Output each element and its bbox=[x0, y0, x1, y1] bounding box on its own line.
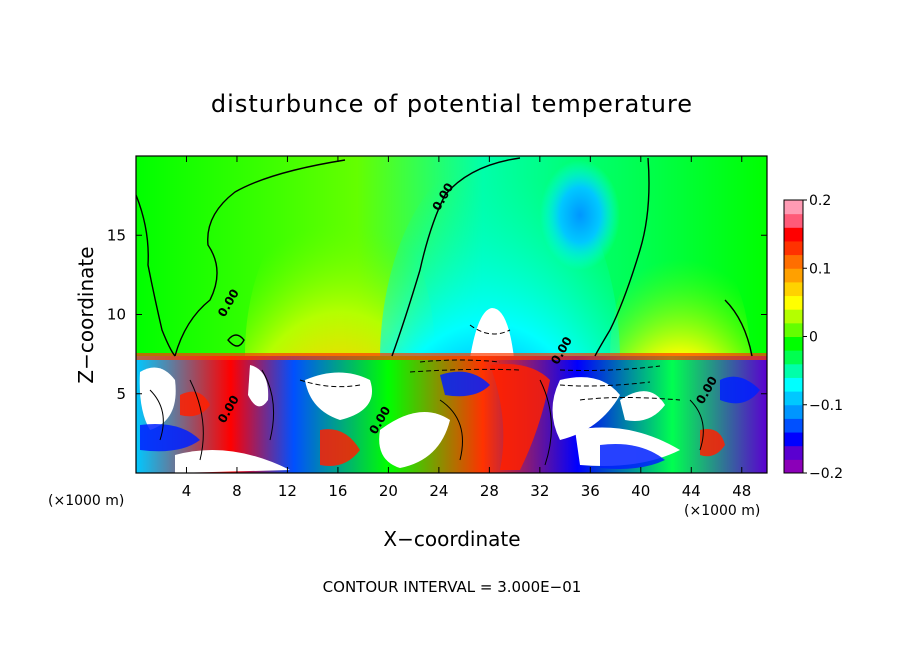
y-tick-label: 5 bbox=[116, 385, 126, 403]
x-tick-label: 40 bbox=[631, 482, 650, 500]
y-axis-ticks: 5 10 15 bbox=[107, 226, 767, 403]
x-tick-label: 32 bbox=[530, 482, 549, 500]
lower-cold-patches bbox=[140, 371, 760, 469]
warm-dome bbox=[470, 308, 514, 358]
colorbar-swatch bbox=[784, 309, 803, 324]
x-tick-label: 12 bbox=[278, 482, 297, 500]
x-tick-label: 16 bbox=[328, 482, 347, 500]
contour-lines-lower bbox=[149, 369, 704, 466]
zero-contour-right-edge bbox=[724, 299, 753, 357]
contour-interval-footer: CONTOUR INTERVAL = 3.000E−01 bbox=[323, 578, 582, 596]
x-tick-label: 4 bbox=[182, 482, 192, 500]
cold-cell-upper bbox=[540, 160, 620, 270]
x-axis-label: X−coordinate bbox=[383, 527, 520, 551]
colorbar-swatch bbox=[784, 295, 803, 310]
x-unit-right: (×1000 m) bbox=[684, 503, 760, 519]
colorbar-swatch bbox=[784, 404, 803, 419]
colorbar-swatch bbox=[784, 322, 803, 337]
colorbar-swatch bbox=[784, 418, 803, 433]
zero-contour-middle bbox=[391, 157, 521, 357]
stable-layer-band bbox=[136, 353, 767, 360]
zero-contour-loop bbox=[227, 334, 245, 347]
x-unit-left: (×1000 m) bbox=[48, 493, 124, 509]
colorbar-swatch bbox=[784, 445, 803, 460]
x-tick-label: 48 bbox=[732, 482, 751, 500]
x-tick-label: 36 bbox=[581, 482, 600, 500]
x-tick-label: 8 bbox=[232, 482, 242, 500]
contour-lines-dashed bbox=[299, 324, 681, 401]
colorbar-tick-label: 0 bbox=[809, 330, 818, 346]
colorbar-tick-label: −0.2 bbox=[809, 466, 843, 482]
colorbar-swatch bbox=[784, 336, 803, 351]
zero-contour-right bbox=[594, 157, 650, 357]
y-tick-label: 10 bbox=[107, 306, 126, 324]
colorbar-swatch bbox=[784, 227, 803, 242]
colorbar-tick-label: −0.1 bbox=[809, 398, 843, 414]
colorbar-swatch bbox=[784, 281, 803, 297]
x-tick-label: 20 bbox=[379, 482, 398, 500]
x-tick-label: 28 bbox=[480, 482, 499, 500]
contour-lines bbox=[136, 157, 753, 357]
zero-contour-left bbox=[136, 194, 176, 357]
colorbar-tick-label: 0.1 bbox=[809, 261, 831, 277]
colorbar-ticks: 0.2 0.1 0 −0.1 −0.2 bbox=[803, 193, 843, 482]
zero-contour-left-lobe bbox=[174, 159, 346, 357]
colorbar-swatch bbox=[784, 350, 803, 365]
colorbar-swatch bbox=[784, 459, 803, 474]
x-axis-ticks: 4 8 12 16 20 24 28 32 36 40 44 48 bbox=[182, 156, 751, 500]
colorbar-swatch bbox=[784, 391, 803, 406]
x-tick-label: 44 bbox=[682, 482, 701, 500]
colorbar-swatch bbox=[784, 377, 803, 392]
plot-field: 0.000.000.000.000.000.00 bbox=[136, 156, 767, 473]
chart-title: disturbunce of potential temperature bbox=[211, 90, 693, 118]
y-axis-label: Z−coordinate bbox=[74, 246, 98, 383]
lower-warm-patches bbox=[180, 364, 725, 470]
colorbar-swatch bbox=[784, 432, 803, 447]
colorbar-swatch bbox=[784, 240, 803, 256]
colorbar bbox=[784, 200, 803, 474]
colorbar-swatch bbox=[784, 254, 803, 269]
x-tick-label: 24 bbox=[429, 482, 448, 500]
colorbar-swatch bbox=[784, 363, 803, 378]
colorbar-swatch bbox=[784, 268, 803, 283]
colorbar-swatch bbox=[784, 200, 803, 215]
colorbar-tick-label: 0.2 bbox=[809, 193, 831, 209]
y-tick-label: 15 bbox=[107, 226, 126, 244]
colorbar-swatch bbox=[784, 213, 803, 228]
